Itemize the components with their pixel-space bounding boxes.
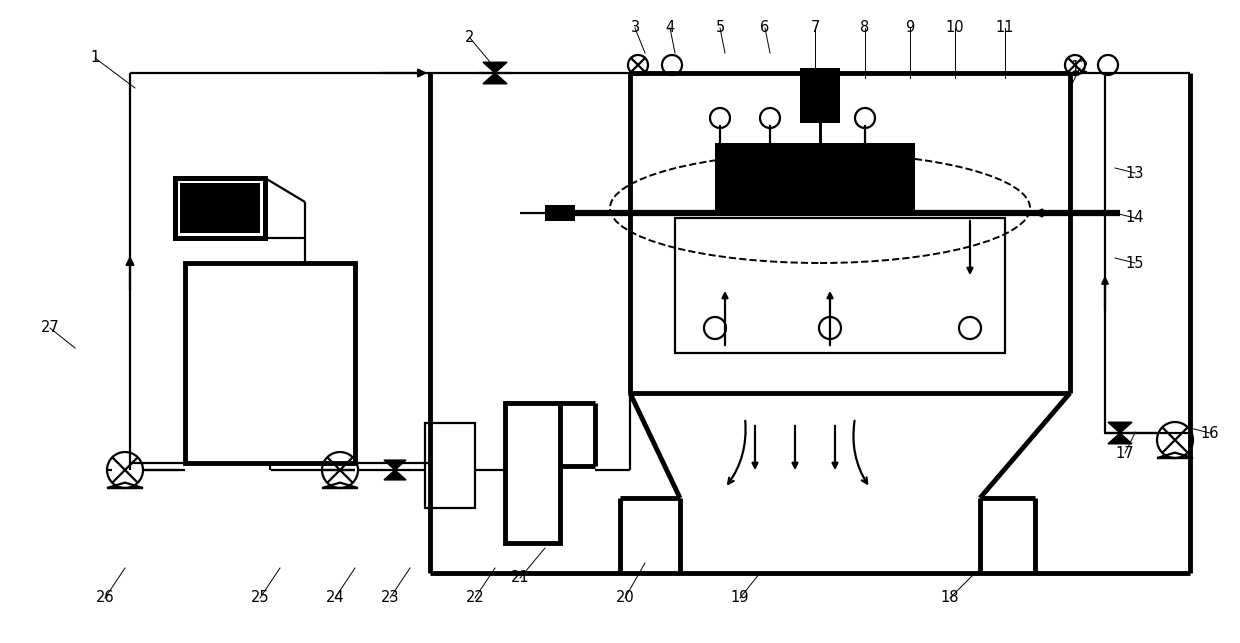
Text: 8: 8 [861, 21, 869, 35]
Text: 7: 7 [810, 21, 820, 35]
Text: 22: 22 [466, 590, 485, 606]
Bar [175, 178, 265, 238]
Polygon shape [1109, 433, 1132, 444]
Bar [425, 423, 475, 508]
Bar [715, 143, 915, 213]
Polygon shape [484, 73, 507, 84]
Text: 1: 1 [91, 51, 99, 66]
Text: 2: 2 [465, 30, 475, 46]
Text: 27: 27 [41, 320, 60, 336]
Polygon shape [384, 470, 405, 480]
Text: 14: 14 [1126, 210, 1145, 226]
Text: 15: 15 [1126, 255, 1145, 271]
Text: 20: 20 [615, 590, 635, 606]
Text: 19: 19 [730, 590, 749, 606]
Text: 12: 12 [1070, 60, 1089, 75]
Text: 17: 17 [1116, 446, 1135, 460]
Bar [675, 218, 1004, 353]
Polygon shape [484, 62, 507, 73]
Text: 24: 24 [326, 590, 345, 606]
Bar [175, 178, 265, 238]
Text: 6: 6 [760, 21, 770, 35]
Text: 5: 5 [715, 21, 724, 35]
Bar [180, 183, 260, 233]
Polygon shape [1109, 422, 1132, 433]
Text: 3: 3 [630, 21, 640, 35]
Text: 4: 4 [666, 21, 675, 35]
Text: 25: 25 [250, 590, 269, 606]
Bar [800, 68, 839, 123]
Text: 23: 23 [381, 590, 399, 606]
Text: 10: 10 [946, 21, 965, 35]
Bar [185, 263, 355, 463]
Text: 11: 11 [996, 21, 1014, 35]
Text: 18: 18 [941, 590, 960, 606]
Bar [546, 205, 575, 221]
Text: 9: 9 [905, 21, 915, 35]
Text: 16: 16 [1200, 426, 1219, 440]
Polygon shape [384, 460, 405, 470]
Text: 26: 26 [95, 590, 114, 606]
Text: 21: 21 [511, 570, 529, 586]
Text: 13: 13 [1126, 165, 1145, 181]
Bar [505, 403, 560, 543]
